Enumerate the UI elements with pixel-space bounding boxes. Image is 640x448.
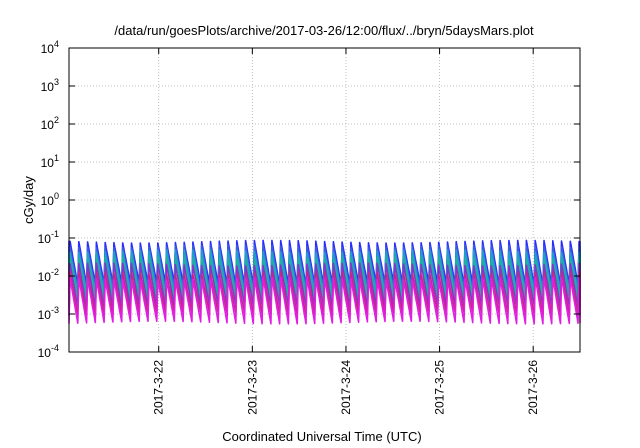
y-tick-label: 10-2 — [38, 267, 59, 284]
y-tick-label: 103 — [41, 77, 59, 94]
y-tick-label: 10-3 — [38, 305, 59, 322]
series-group — [68, 239, 581, 325]
x-tick-label: 2017-3-22 — [152, 360, 166, 415]
y-tick-label: 101 — [41, 153, 59, 170]
series-line-7 — [68, 276, 581, 325]
x-tick-label: 2017-3-23 — [245, 360, 259, 415]
y-tick-label: 100 — [41, 191, 59, 208]
y-tick-label: 104 — [41, 39, 59, 56]
y-tick-label: 10-1 — [38, 229, 59, 246]
x-tick-label: 2017-3-24 — [339, 360, 353, 415]
series-line-3 — [68, 249, 581, 296]
x-tick-label: 2017-3-26 — [526, 360, 540, 415]
y-axis: 10-4 10-3 10-2 10-1 100 101 102 103 104 — [38, 39, 580, 360]
y-tick-label: 10-4 — [38, 343, 59, 360]
x-axis: 2017-3-22 2017-3-23 2017-3-24 2017-3-25 2017… — [152, 48, 540, 415]
x-tick-label: 2017-3-25 — [433, 360, 447, 415]
series-line-6 — [68, 270, 581, 317]
x-axis-label: Coordinated Universal Time (UTC) — [222, 429, 421, 444]
y-axis-label: cGy/day — [21, 176, 36, 224]
chart-title: /data/run/goesPlots/archive/2017-03-26/1… — [114, 23, 534, 38]
y-tick-label: 102 — [41, 115, 59, 132]
